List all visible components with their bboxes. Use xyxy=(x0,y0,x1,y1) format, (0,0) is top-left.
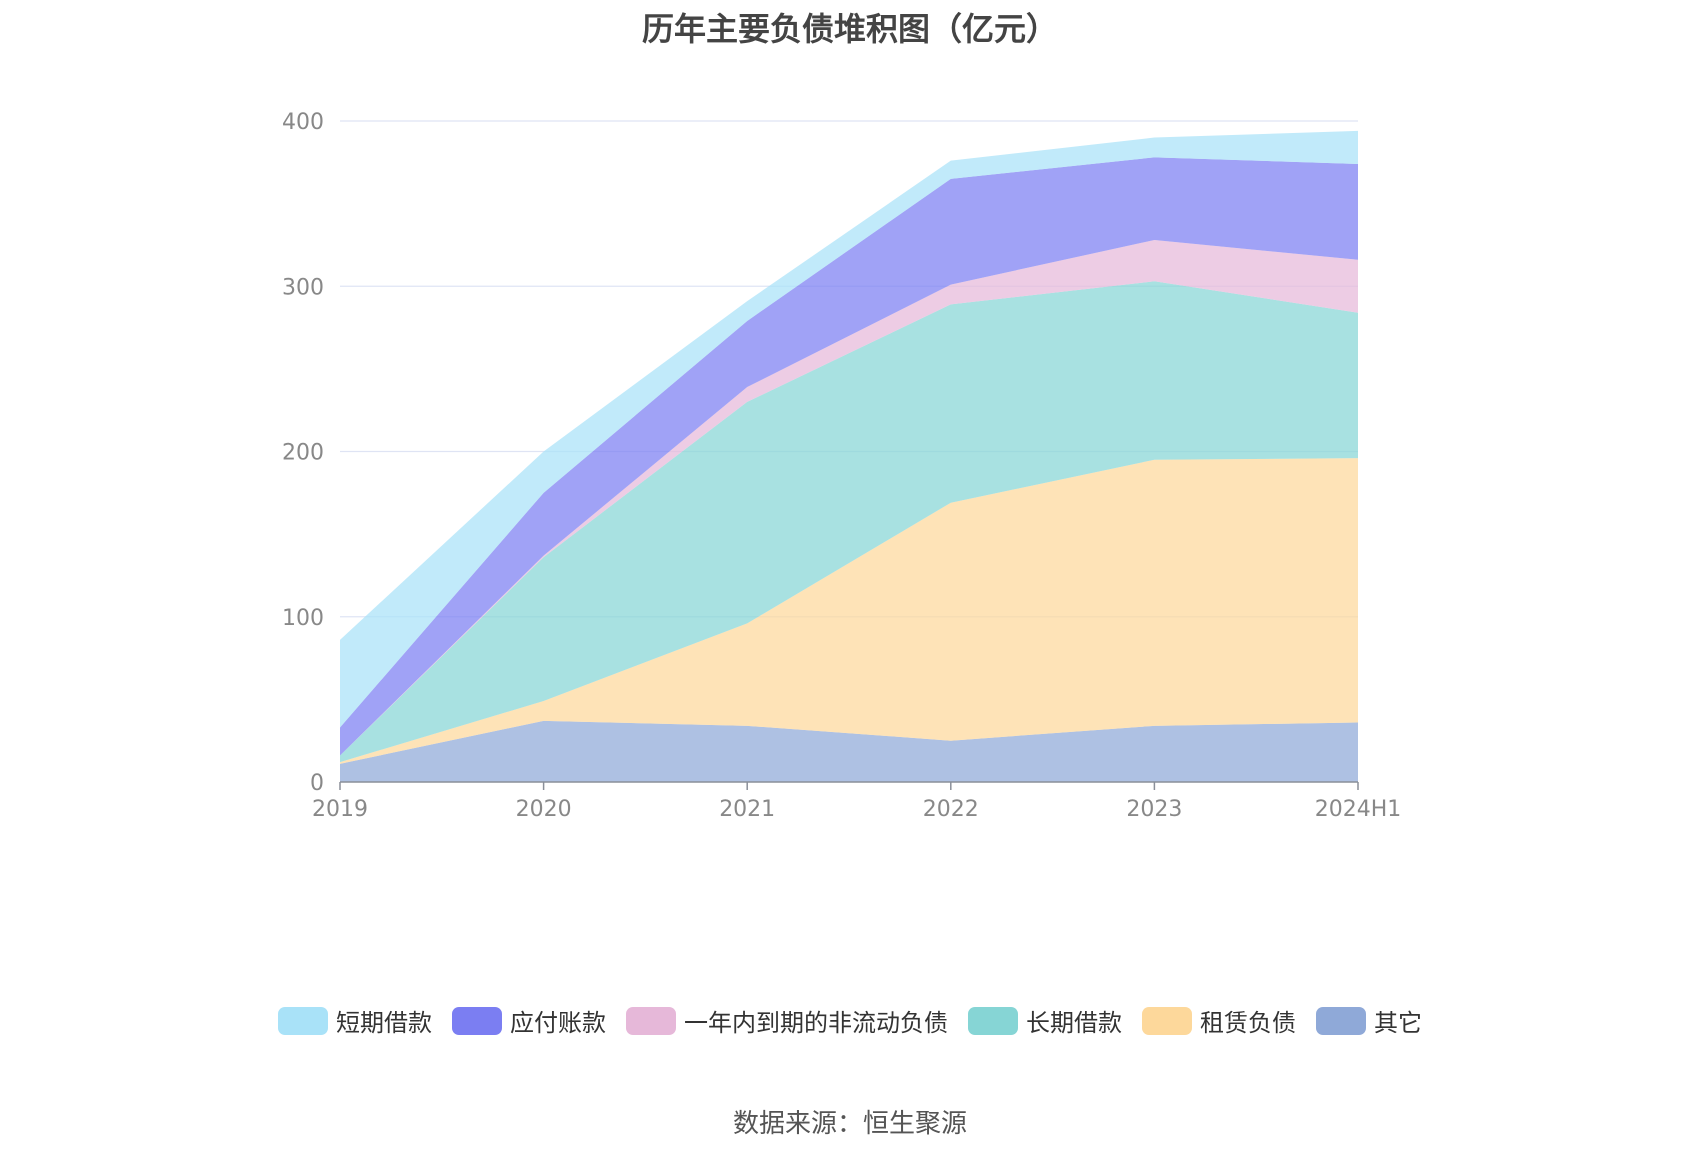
y-tick-label: 100 xyxy=(282,606,324,631)
legend-swatch xyxy=(452,1006,502,1035)
legend-swatch xyxy=(1316,1006,1366,1035)
legend-item[interactable]: 其它 xyxy=(1316,1003,1422,1038)
x-tick-label: 2020 xyxy=(516,797,572,822)
legend-label: 其它 xyxy=(1374,1009,1422,1037)
y-tick-label: 200 xyxy=(282,441,324,466)
area-series-应付账款 xyxy=(340,157,1358,756)
area-series-其它 xyxy=(340,720,1358,782)
legend-item[interactable]: 应付账款 xyxy=(452,1003,606,1038)
area-series-一年内到期的非流动负债 xyxy=(340,239,1358,756)
data-source: 数据来源：恒生聚源 xyxy=(732,1109,967,1139)
tick-labels: 0 100 200 300 400 2019 2020 2021 2022 2023 2024H1 xyxy=(282,110,1401,822)
legend-swatch xyxy=(278,1006,328,1035)
x-tick-label: 2021 xyxy=(719,797,775,822)
chart-title: 历年主要负债堆积图（亿元） xyxy=(641,10,1058,48)
legend-label: 短期借款 xyxy=(336,1009,432,1037)
legend-item[interactable]: 一年内到期的非流动负债 xyxy=(626,1003,948,1038)
legend-item[interactable]: 租赁负债 xyxy=(1142,1003,1296,1038)
legend-swatch xyxy=(968,1006,1018,1035)
x-tick-label: 2019 xyxy=(312,797,368,822)
legend-label: 租赁负债 xyxy=(1200,1009,1296,1037)
legend-swatch xyxy=(1142,1006,1192,1035)
x-tick-label: 2024H1 xyxy=(1315,797,1402,822)
legend-item[interactable]: 短期借款 xyxy=(278,1003,432,1038)
legend-swatch xyxy=(626,1006,676,1035)
legend: 短期借款 应付账款 一年内到期的非流动负债 长期借款 租赁负债 其它 xyxy=(0,1003,1700,1038)
area-series xyxy=(340,130,1358,782)
legend-label: 应付账款 xyxy=(510,1009,606,1037)
legend-label: 长期借款 xyxy=(1026,1009,1122,1037)
x-tick-label: 2023 xyxy=(1126,797,1182,822)
area-series-租赁负债 xyxy=(340,458,1358,764)
y-tick-label: 0 xyxy=(310,771,324,796)
area-series-长期借款 xyxy=(340,281,1358,763)
x-tick-label: 2022 xyxy=(923,797,979,822)
legend-item[interactable]: 长期借款 xyxy=(968,1003,1122,1038)
axes xyxy=(339,781,1359,790)
y-tick-label: 300 xyxy=(282,275,324,300)
legend-label: 一年内到期的非流动负债 xyxy=(684,1009,948,1037)
y-tick-label: 400 xyxy=(282,110,324,135)
